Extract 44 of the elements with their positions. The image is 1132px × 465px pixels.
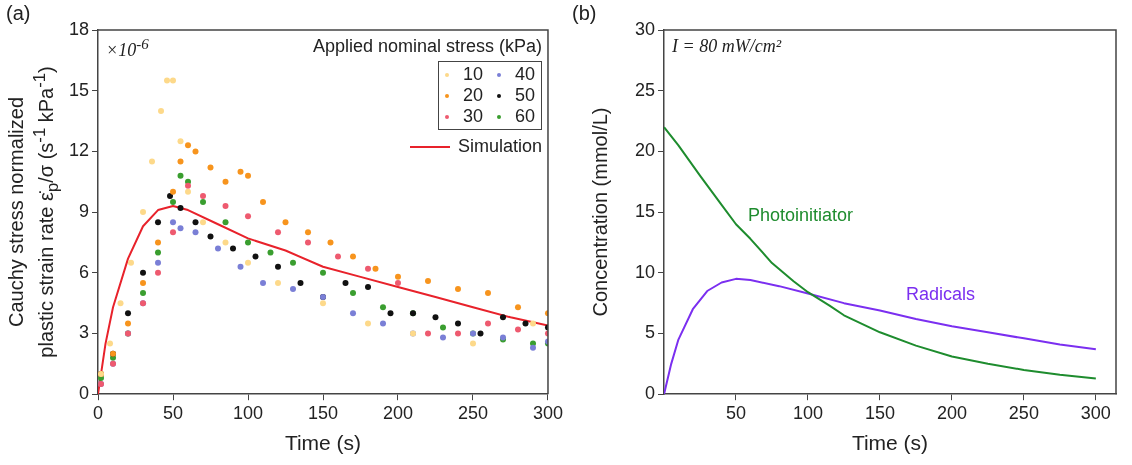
legend-label: 50 <box>513 85 535 106</box>
x-tick-label: 250 <box>1008 402 1039 423</box>
y-tick-label: 20 <box>634 140 656 161</box>
legend-title: Applied nominal stress (kPa) <box>312 36 542 57</box>
series-label: Radicals <box>905 283 975 304</box>
y-tick-label: 30 <box>634 18 656 39</box>
x-tick-label: 150 <box>307 402 339 423</box>
x-tick-label: 250 <box>457 402 489 423</box>
legend-label: 60 <box>513 106 535 127</box>
y-tick-label: 12 <box>68 140 90 161</box>
x-tick-label: 200 <box>936 402 967 423</box>
x-tick-label: 50 <box>163 402 184 423</box>
text: (b) <box>572 2 597 25</box>
y-tick-label: 18 <box>68 18 90 39</box>
x-tick-label: 300 <box>532 402 564 423</box>
x-tick-label: 100 <box>792 402 823 423</box>
legend-label: Simulation <box>457 136 542 157</box>
x-tick-label: 50 <box>725 402 747 423</box>
text: (a) <box>6 2 31 25</box>
legend-label: 20 <box>461 85 483 106</box>
y-tick-label: 5 <box>645 322 656 343</box>
annotation: ×10$^{-6}$ <box>106 36 149 61</box>
x-tick-label: 300 <box>1080 402 1111 423</box>
legend-label: 10 <box>461 64 483 85</box>
y-tick-label: 15 <box>68 79 90 100</box>
x-axis-title: Time (s) <box>851 431 929 455</box>
y-tick-label: 25 <box>634 79 656 100</box>
legend-label: 30 <box>461 106 483 127</box>
x-tick-label: 150 <box>864 402 895 423</box>
y-tick-label: 9 <box>79 201 90 222</box>
legend-label: 40 <box>513 64 535 85</box>
y-axis-title: Concentration (mmol/L) <box>588 107 612 317</box>
series-label: Photoinitiator <box>747 205 854 226</box>
y-tick-label: 0 <box>645 383 656 404</box>
x-tick-label: 200 <box>382 402 414 423</box>
x-tick-label: 100 <box>232 402 264 423</box>
y-tick-label: 0 <box>79 383 90 404</box>
y-tick-label: 3 <box>79 322 90 343</box>
x-axis-title: Time (s) <box>284 431 362 455</box>
y-tick-label: 15 <box>634 201 656 222</box>
annotation: I = 80 mW/cm² <box>672 36 782 57</box>
y-tick-label: 10 <box>634 261 656 282</box>
x-tick-label: 0 <box>93 402 104 423</box>
y-tick-label: 6 <box>79 261 90 282</box>
